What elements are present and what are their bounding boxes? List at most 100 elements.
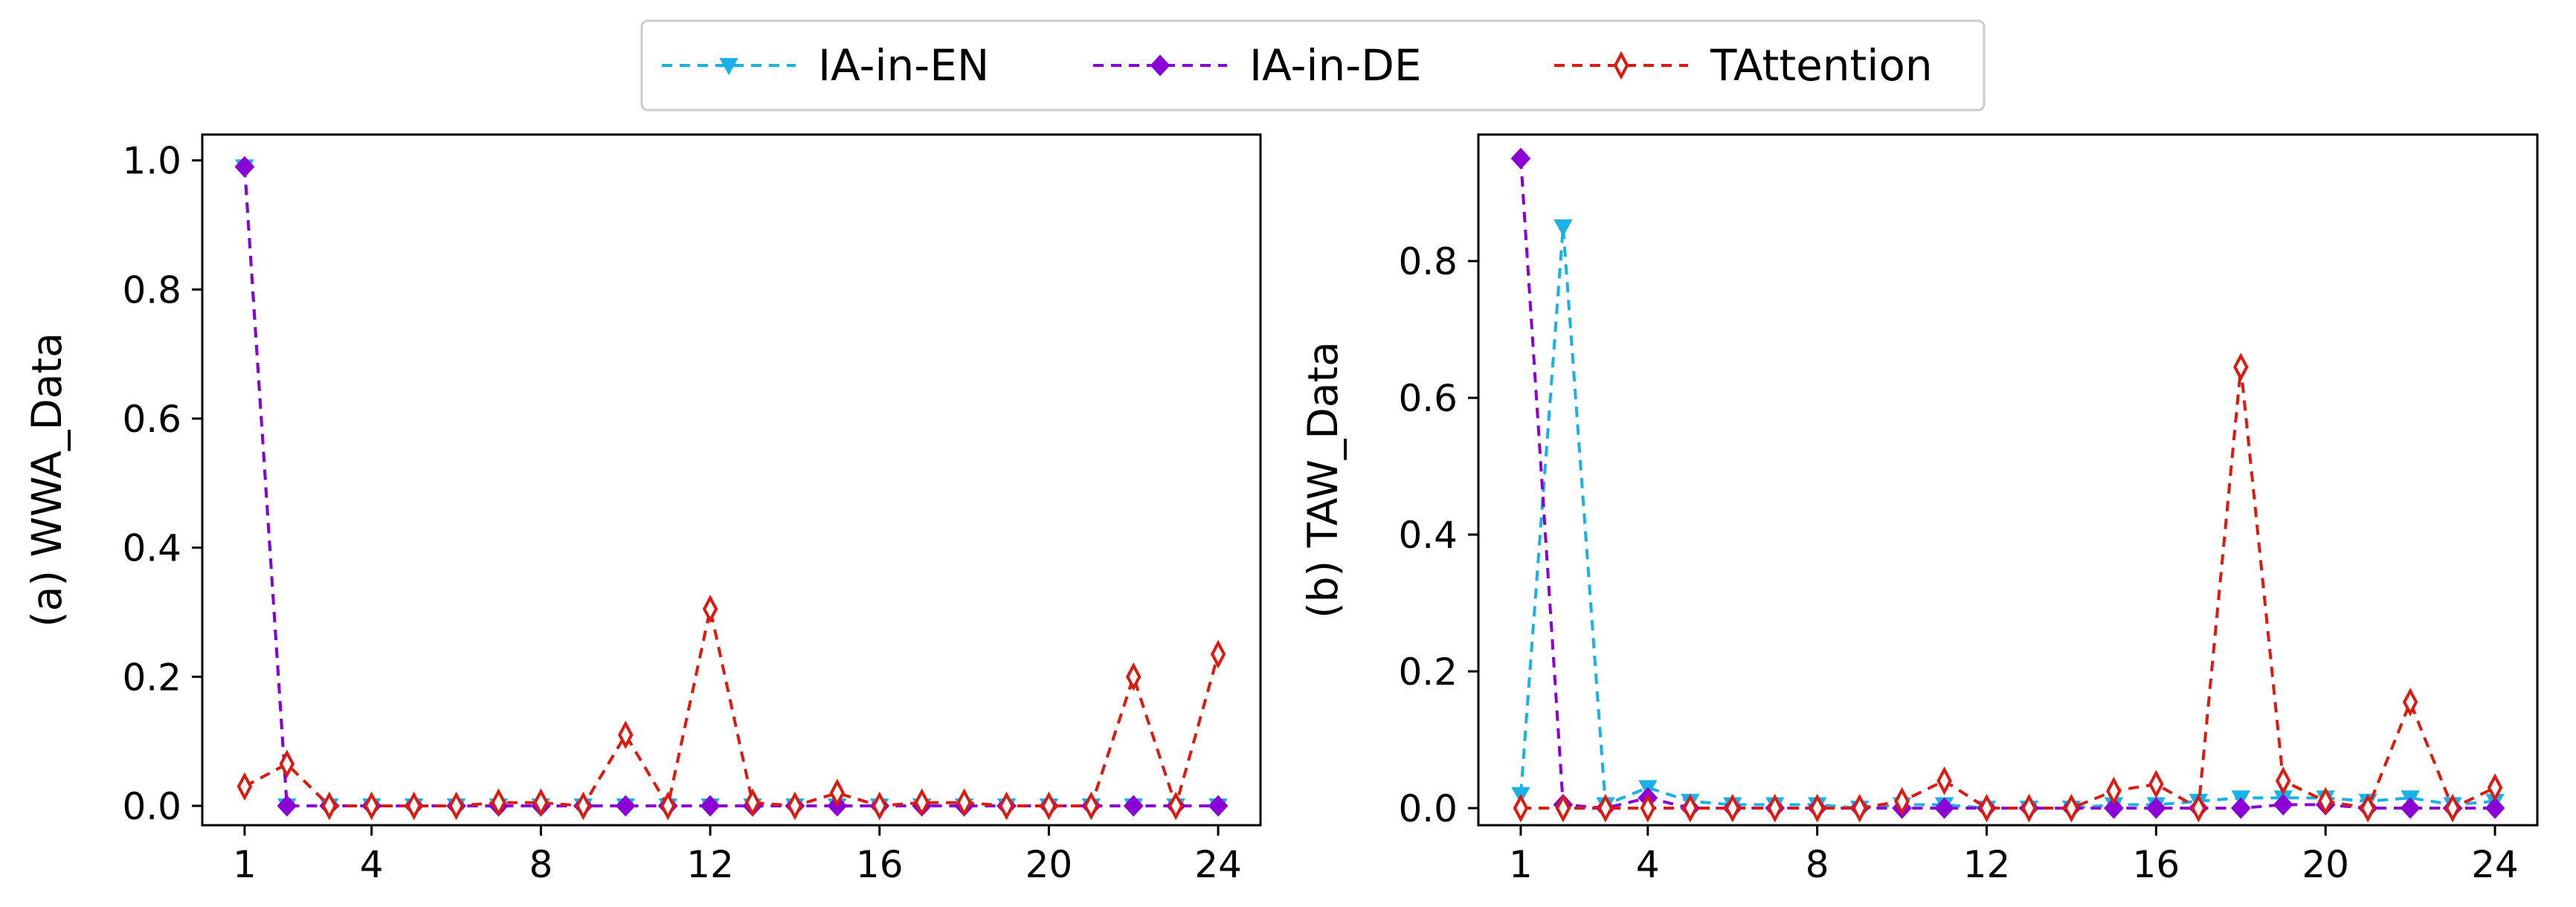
data-point-tattention-a-10 (617, 720, 634, 749)
data-point-tattention-a-12 (702, 594, 718, 624)
series-ia-in-en-a (235, 159, 1228, 816)
plot-frame-a (201, 133, 1262, 827)
y-tick-label-b-3: 0.6 (1398, 377, 1458, 420)
data-point-tattention-b-22 (2402, 688, 2418, 717)
data-point-ia-in-de-a-12 (700, 795, 721, 817)
x-tick-label-b-4: 4 (1636, 843, 1660, 886)
series-line-ia-in-en-b (1519, 227, 2496, 810)
data-point-tattention-b-19 (2275, 766, 2291, 795)
legend-marker-shape-ia-in-de (1150, 54, 1171, 77)
data-point-tattention-a-21 (1083, 791, 1099, 821)
data-point-ia-in-de-a-1 (234, 155, 255, 178)
data-point-tattention-b-24 (2487, 773, 2503, 802)
series-tattention-a (236, 594, 1226, 821)
data-point-ia-in-de-b-16 (2145, 797, 2166, 819)
data-point-tattention-b-3 (1597, 793, 1614, 823)
plot-frame-b (1477, 133, 2539, 827)
series-ia-in-en-b (1511, 219, 2505, 819)
x-tick-label-a-4: 4 (360, 843, 384, 886)
legend-label-tattention: TAttention (1710, 40, 1933, 91)
legend-marker-shape-tattention (1613, 51, 1629, 80)
series-line-ia-in-en-a (242, 167, 1219, 807)
x-tick-label-a-12: 12 (686, 843, 734, 886)
data-point-ia-in-de-b-15 (2104, 797, 2124, 819)
series-line-tattention-b (1520, 367, 2496, 811)
data-point-ia-in-de-a-2 (277, 795, 297, 817)
legend-marker-tattention (1613, 51, 1629, 80)
series-line-ia-in-de-b (1519, 158, 2496, 810)
y-tick-label-b-2: 0.4 (1398, 514, 1458, 557)
data-point-tattention-a-5 (406, 791, 422, 821)
y-tick-label-b-1: 0.2 (1398, 651, 1458, 694)
data-point-tattention-b-20 (2317, 787, 2334, 816)
x-tick-label-b-24: 24 (2471, 843, 2519, 886)
y-tick-label-a-4: 0.8 (122, 268, 181, 312)
data-point-tattention-b-7 (1767, 793, 1783, 823)
series-ia-in-de-a (234, 155, 1229, 817)
chart-a-wwa: 1 4 8 12 16 20 24 0.0 0.2 0.4 0.6 0.8 1.0 (a) WWA_Dat… (23, 133, 1262, 886)
legend-item-tattention: TAttention (1554, 40, 1933, 91)
data-point-ia-in-de-a-10 (615, 795, 636, 817)
series-line-ia-in-de-a (242, 167, 1219, 807)
data-point-ia-in-de-b-18 (2230, 797, 2251, 819)
data-point-ia-in-de-a-22 (1123, 795, 1144, 817)
y-tick-label-a-5: 1.0 (122, 140, 181, 183)
data-point-tattention-a-15 (829, 778, 846, 807)
data-point-tattention-a-3 (321, 791, 338, 821)
data-point-tattention-a-18 (956, 788, 972, 817)
data-point-tattention-a-7 (491, 788, 506, 817)
data-point-tattention-b-18 (2233, 352, 2249, 381)
data-point-tattention-b-4 (1640, 793, 1656, 823)
x-tick-label-a-1: 1 (233, 843, 257, 886)
data-point-tattention-a-14 (787, 791, 803, 821)
data-point-tattention-b-6 (1725, 793, 1741, 823)
legend-label-ia-in-de: IA-in-DE (1249, 40, 1422, 91)
y-axis-label-a: (a) WWA_Data (23, 332, 71, 627)
x-tick-label-b-12: 12 (1963, 843, 2011, 886)
y-tick-label-a-2: 0.4 (122, 527, 181, 570)
legend-frame (640, 19, 1986, 112)
legend: IA-in-EN IA-in-DE TAttention (640, 19, 1986, 112)
legend-marker-ia-in-de (1150, 54, 1171, 77)
data-point-ia-in-de-a-24 (1208, 795, 1229, 817)
y-tick-label-a-1: 0.2 (122, 656, 181, 699)
data-point-tattention-b-8 (1809, 793, 1825, 823)
data-point-tattention-a-1 (236, 772, 253, 801)
series-tattention-b (1513, 352, 2503, 823)
y-axis-label-b: (b) TAW_Data (1299, 341, 1347, 618)
legend-label-ia-in-en: IA-in-EN (818, 40, 989, 91)
chart-b-taw: 1 4 8 12 16 20 24 0.0 0.2 0.4 0.6 0.8 (b) TAW_Data (1299, 133, 2539, 886)
data-point-tattention-b-14 (2064, 793, 2079, 823)
data-point-ia-in-de-b-19 (2273, 793, 2293, 816)
legend-marker-ia-in-en (719, 58, 738, 76)
series-ia-in-de-b (1510, 147, 2505, 819)
data-point-ia-in-en-b-2 (1553, 219, 1573, 237)
data-point-tattention-a-13 (744, 788, 761, 817)
legend-marker-shape-ia-in-en (719, 58, 738, 76)
data-point-tattention-b-17 (2191, 793, 2206, 823)
data-point-tattention-a-16 (872, 791, 887, 821)
data-point-tattention-a-4 (364, 791, 379, 821)
x-tick-label-b-1: 1 (1509, 843, 1533, 886)
data-point-tattention-a-9 (576, 791, 591, 821)
data-point-tattention-b-15 (2106, 776, 2122, 806)
data-point-ia-in-de-b-24 (2485, 797, 2505, 819)
data-point-tattention-b-5 (1682, 793, 1698, 823)
x-tick-label-b-20: 20 (2302, 843, 2349, 886)
data-point-tattention-b-2 (1555, 793, 1571, 823)
x-tick-label-b-8: 8 (1806, 843, 1829, 886)
y-tick-label-a-0: 0.0 (122, 785, 181, 828)
data-point-tattention-b-21 (2360, 793, 2376, 823)
legend-item-ia-in-de: IA-in-DE (1093, 40, 1422, 91)
y-tick-label-b-4: 0.8 (1398, 240, 1458, 283)
x-tick-label-a-20: 20 (1025, 843, 1073, 886)
data-point-tattention-a-20 (1041, 791, 1057, 821)
data-point-tattention-b-10 (1894, 787, 1910, 816)
data-point-tattention-b-23 (2444, 793, 2461, 823)
data-point-tattention-b-1 (1513, 793, 1529, 823)
data-point-tattention-b-13 (2021, 793, 2037, 823)
y-tick-label-a-3: 0.6 (122, 398, 181, 441)
x-tick-label-a-24: 24 (1194, 843, 1242, 886)
x-tick-label-a-16: 16 (856, 843, 904, 886)
